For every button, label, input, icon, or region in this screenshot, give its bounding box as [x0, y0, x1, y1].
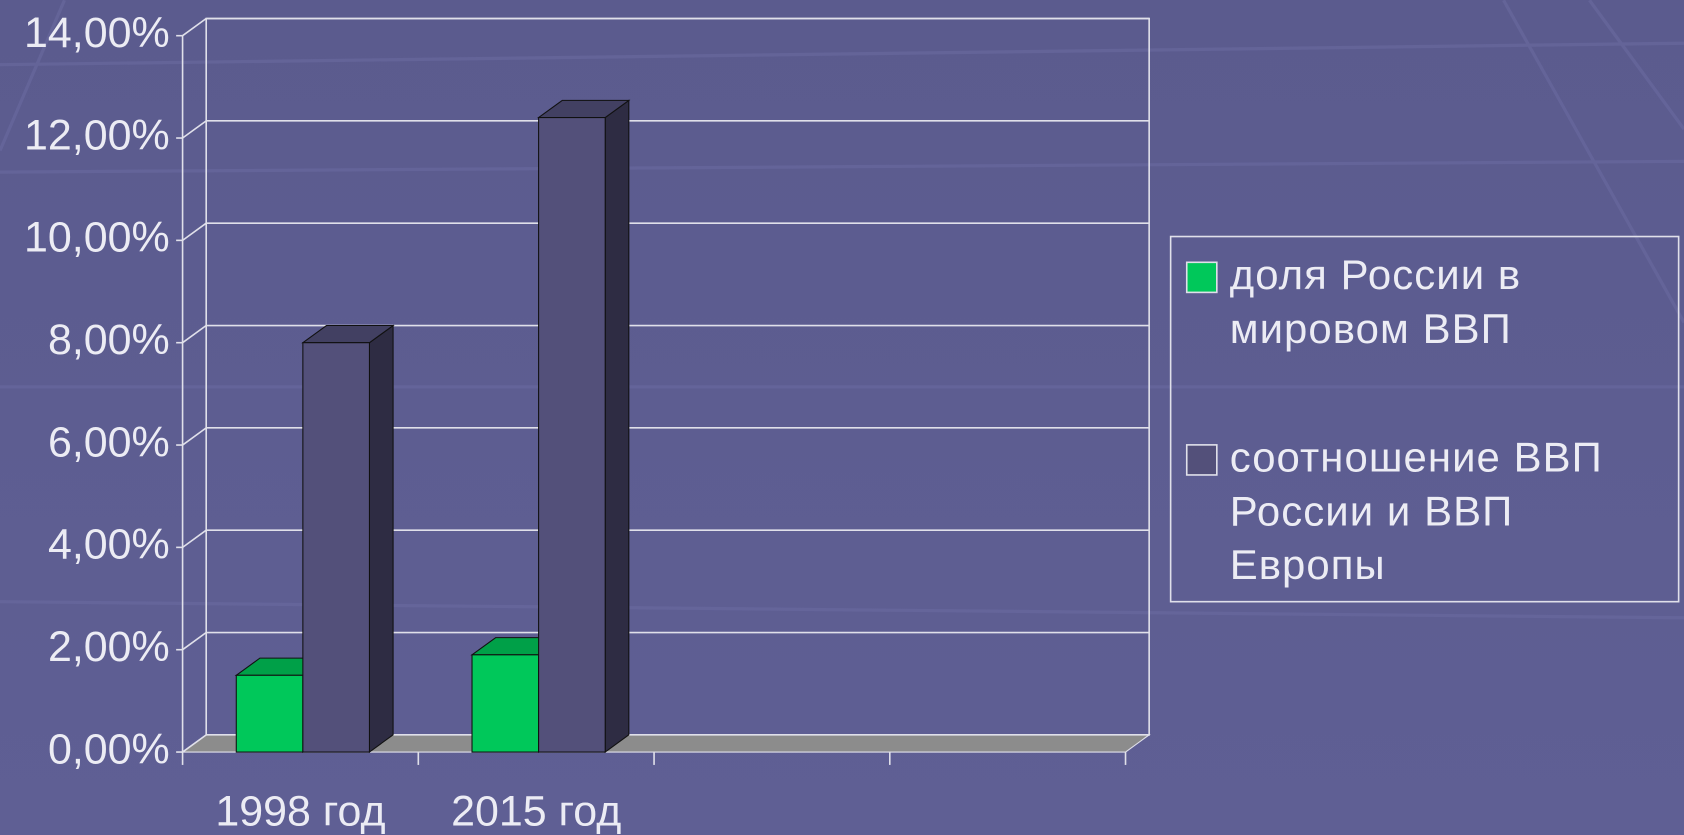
legend-label: доля России в мировом ВВП	[1229, 252, 1522, 353]
x-tick-label: 2015 год	[451, 788, 621, 835]
legend-item: соотношение ВВП России и ВВП Европы	[1229, 435, 1603, 589]
grid-line-side	[182, 222, 207, 242]
grid-line-side	[182, 631, 207, 651]
legend-item: доля России в мировом ВВП	[1229, 252, 1522, 353]
bar-front	[235, 674, 304, 753]
y-tick-label: 0,00%	[48, 725, 170, 773]
grid-line-side	[182, 324, 207, 344]
background-lines	[0, 0, 1684, 620]
y-tick-label: 2,00%	[48, 623, 170, 671]
y-tick-label: 10,00%	[24, 214, 170, 262]
y-tick-label: 4,00%	[48, 521, 170, 569]
bar-front	[471, 654, 540, 753]
bar-front	[538, 117, 606, 753]
grid-line-side	[182, 120, 207, 139]
x-tick-label: 1998 год	[215, 788, 385, 835]
y-tick-label: 8,00%	[48, 316, 170, 364]
legend-swatch	[1185, 444, 1218, 476]
bar	[536, 99, 631, 754]
bar-side	[604, 99, 630, 754]
grid-line-side	[182, 427, 207, 446]
grid-line-side	[182, 17, 207, 37]
grid-line-side	[182, 734, 207, 753]
legend-box	[1169, 235, 1680, 603]
y-tick-label: 12,00%	[24, 111, 170, 159]
y-tick-label: 6,00%	[48, 418, 170, 466]
bar-front	[302, 342, 370, 753]
legend-label: соотношение ВВП России и ВВП Европы	[1229, 435, 1603, 589]
bar-side	[368, 324, 394, 754]
grid-line-side	[182, 529, 207, 549]
bar	[301, 324, 395, 754]
legend-swatch	[1185, 261, 1218, 294]
y-tick-label: 14,00%	[24, 9, 170, 57]
